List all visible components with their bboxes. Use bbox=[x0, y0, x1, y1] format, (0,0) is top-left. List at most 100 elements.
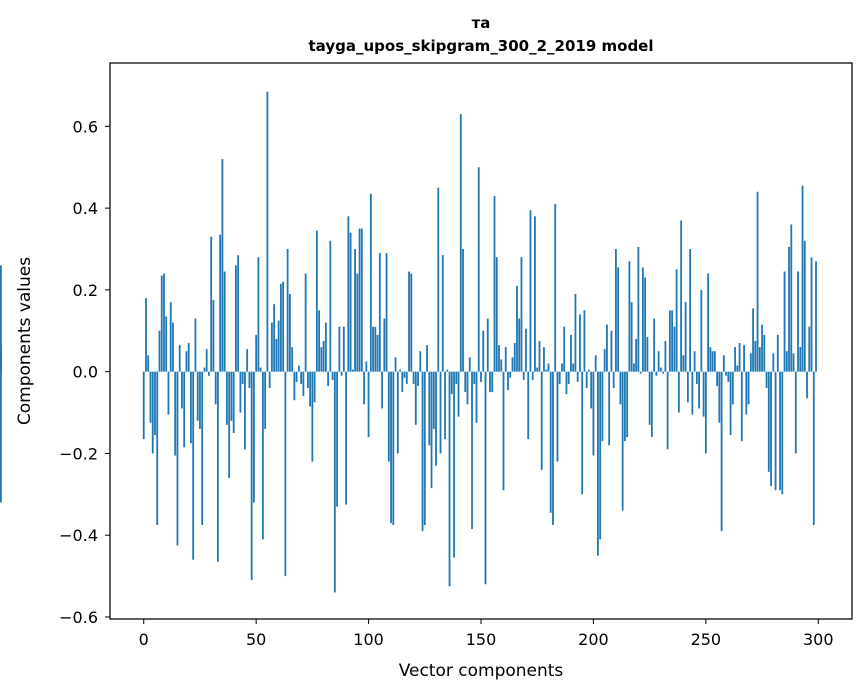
bar bbox=[408, 271, 410, 372]
bar bbox=[196, 371, 199, 421]
bar bbox=[540, 371, 543, 470]
bar bbox=[0, 265, 2, 372]
bar bbox=[610, 330, 613, 372]
y-tick-label: −0.2 bbox=[59, 444, 98, 463]
bar bbox=[466, 371, 469, 405]
bar bbox=[190, 371, 192, 444]
bar bbox=[250, 371, 253, 581]
bar bbox=[745, 371, 748, 415]
bar bbox=[803, 240, 806, 372]
bar bbox=[165, 316, 168, 372]
bar bbox=[736, 365, 739, 372]
bar bbox=[743, 345, 745, 372]
bar bbox=[794, 371, 797, 454]
bar bbox=[232, 371, 235, 433]
bar bbox=[554, 204, 557, 372]
bar bbox=[147, 355, 150, 372]
bar bbox=[662, 371, 665, 374]
bar bbox=[783, 271, 786, 372]
bar bbox=[363, 371, 365, 405]
bar bbox=[729, 371, 732, 436]
bar bbox=[815, 261, 817, 372]
bar bbox=[682, 355, 685, 372]
bar bbox=[576, 371, 579, 382]
bar bbox=[486, 318, 489, 372]
bar bbox=[675, 269, 678, 372]
bar bbox=[248, 371, 251, 389]
bar bbox=[441, 255, 444, 372]
bar bbox=[763, 334, 766, 372]
bar bbox=[360, 228, 363, 372]
x-tick-label: 100 bbox=[353, 630, 384, 649]
bar bbox=[513, 343, 516, 372]
bar bbox=[527, 371, 530, 440]
bar bbox=[453, 371, 455, 558]
bar bbox=[462, 249, 464, 372]
bar bbox=[718, 371, 721, 423]
x-tick-label: 250 bbox=[691, 630, 722, 649]
bar bbox=[255, 334, 258, 372]
bar bbox=[693, 351, 696, 372]
bar bbox=[801, 185, 804, 372]
bar bbox=[444, 371, 446, 440]
bar bbox=[588, 369, 590, 372]
bar bbox=[199, 371, 201, 429]
bar bbox=[262, 371, 264, 540]
bar bbox=[468, 357, 471, 372]
bar bbox=[493, 195, 496, 372]
bar bbox=[563, 326, 566, 372]
bar bbox=[237, 255, 240, 372]
bar bbox=[309, 371, 312, 407]
bar bbox=[522, 371, 525, 380]
bar bbox=[329, 240, 332, 372]
bar bbox=[455, 371, 458, 384]
bar bbox=[392, 371, 395, 525]
bar bbox=[673, 326, 676, 372]
bar bbox=[154, 371, 156, 436]
bar bbox=[284, 371, 287, 577]
bar bbox=[304, 273, 307, 372]
bar bbox=[538, 341, 541, 372]
bar bbox=[806, 371, 808, 399]
bar bbox=[149, 371, 152, 423]
bar bbox=[473, 371, 476, 384]
x-tick-label: 0 bbox=[139, 630, 149, 649]
bar bbox=[275, 338, 278, 372]
bar bbox=[311, 371, 314, 462]
bar bbox=[639, 371, 642, 374]
bar bbox=[617, 267, 620, 372]
bar bbox=[731, 371, 734, 405]
bar bbox=[142, 371, 145, 440]
bar bbox=[446, 369, 449, 372]
bar bbox=[749, 353, 752, 372]
bar bbox=[313, 371, 316, 403]
bar bbox=[797, 271, 799, 372]
bar bbox=[565, 371, 568, 395]
bar bbox=[668, 310, 671, 372]
x-tick-label: 200 bbox=[578, 630, 609, 649]
bar bbox=[354, 249, 356, 372]
bar bbox=[270, 322, 273, 372]
bar bbox=[666, 371, 669, 450]
bar bbox=[691, 371, 694, 415]
bar bbox=[518, 318, 521, 372]
bar bbox=[378, 253, 381, 372]
bar bbox=[725, 371, 727, 376]
bar bbox=[653, 318, 656, 372]
bar bbox=[338, 326, 341, 372]
bar bbox=[637, 246, 640, 372]
bar bbox=[756, 191, 759, 372]
bar bbox=[279, 283, 282, 372]
bar bbox=[781, 371, 784, 495]
bar bbox=[437, 187, 440, 372]
bar bbox=[291, 347, 294, 372]
bar bbox=[187, 343, 190, 372]
bar bbox=[390, 371, 392, 523]
bar bbox=[615, 249, 617, 372]
bar bbox=[594, 355, 597, 372]
bar bbox=[716, 371, 718, 386]
bar bbox=[626, 371, 629, 438]
bar bbox=[702, 371, 705, 417]
bar bbox=[509, 371, 512, 378]
bar bbox=[635, 338, 638, 372]
